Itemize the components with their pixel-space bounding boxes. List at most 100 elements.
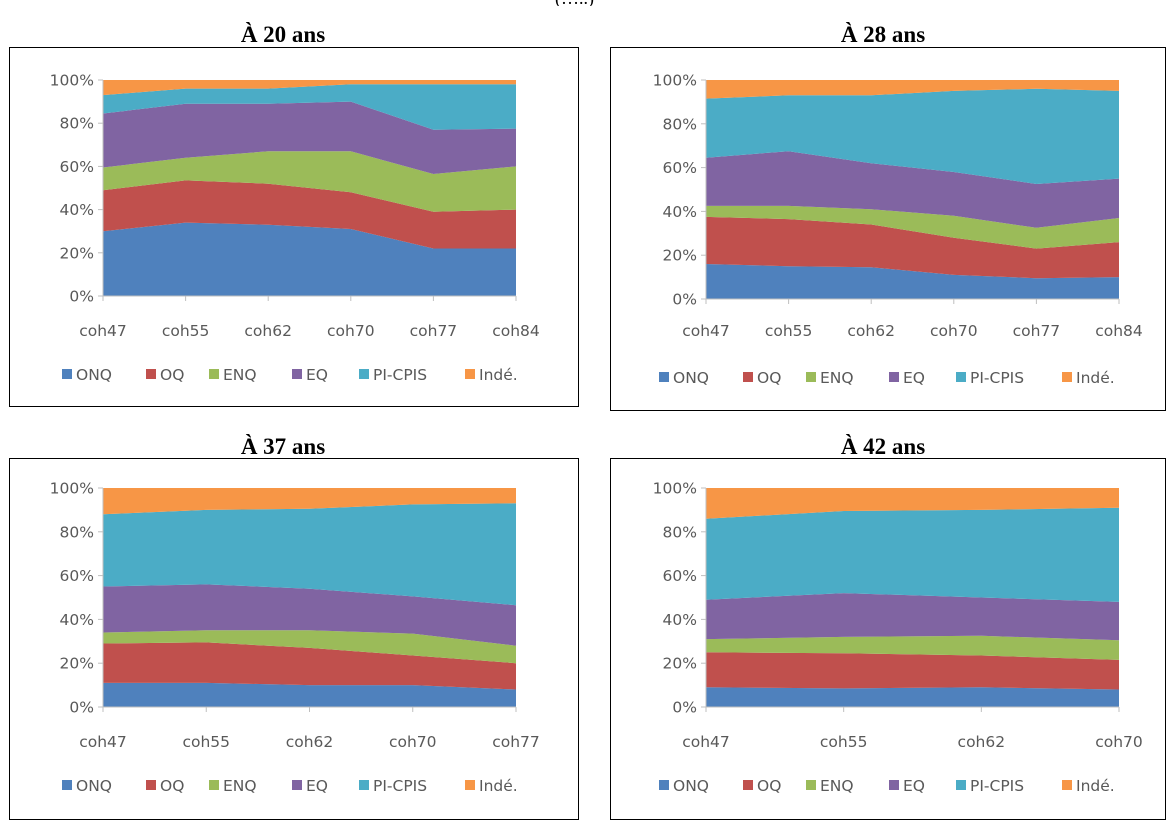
legend-label: Indé. <box>479 366 518 384</box>
legend-swatch <box>465 780 475 790</box>
legend-label: Indé. <box>1076 777 1115 795</box>
area-series-oq <box>706 652 1119 690</box>
legend-label: EQ <box>306 777 328 795</box>
area-series-pi-cpis <box>706 507 1119 602</box>
x-tick-label: coh62 <box>958 733 1006 751</box>
area-series-eq <box>103 101 516 174</box>
legend-label: PI-CPIS <box>373 777 427 795</box>
legend-swatch <box>743 372 753 382</box>
area-series-enq <box>706 205 1119 249</box>
legend-label: PI-CPIS <box>970 369 1024 387</box>
legend-label: ONQ <box>673 777 709 795</box>
legend-label: EQ <box>903 369 925 387</box>
y-tick-label: 80% <box>663 523 697 541</box>
y-tick-label: 20% <box>663 655 697 673</box>
area-series-enq <box>103 151 516 212</box>
chart-panel-28-ans: 0% 20% 40% 60% 80% 100% coh47 coh55 coh62 coh70 co… <box>610 47 1166 411</box>
area-series-oq <box>103 180 516 249</box>
area-series-enq <box>103 630 516 664</box>
area-chart-42-ans: 0% 20% 40% 60% 80% 100% coh47 coh55 coh62 coh70 ON… <box>653 480 1143 796</box>
y-tick-label: 40% <box>663 611 697 629</box>
x-tick-label: coh77 <box>410 322 458 340</box>
legend-label: ENQ <box>820 777 854 795</box>
legend-label: ENQ <box>223 366 257 384</box>
legend-label: PI-CPIS <box>970 777 1024 795</box>
area-series-onq <box>103 682 516 707</box>
x-tick-label: coh62 <box>847 322 895 340</box>
y-tick-label: 60% <box>663 159 697 177</box>
chart-panel-20-ans: 0% 20% 40% 60% 80% 100% coh47 coh55 coh62 coh70 co… <box>9 47 579 407</box>
y-tick-label: 100% <box>50 480 94 498</box>
x-tick-label: coh62 <box>244 322 292 340</box>
legend-label: Indé. <box>479 777 518 795</box>
legend-label: Indé. <box>1076 369 1115 387</box>
x-tick-label: coh47 <box>79 733 127 751</box>
area-series-pi-cpis <box>103 84 516 130</box>
y-tick-label: 100% <box>50 72 94 90</box>
legend-swatch <box>1062 372 1072 382</box>
legend-swatch <box>62 780 72 790</box>
y-tick-label: 80% <box>60 115 94 133</box>
y-tick-label: 40% <box>663 203 697 221</box>
y-tick-label: 40% <box>60 611 94 629</box>
area-series-ind- <box>103 80 516 96</box>
legend-swatch <box>359 369 369 379</box>
y-tick-label: 100% <box>653 480 697 498</box>
legend-swatch <box>956 372 966 382</box>
y-tick-label: 0% <box>672 291 697 309</box>
legend-label: ENQ <box>223 777 257 795</box>
x-tick-label: coh70 <box>327 322 375 340</box>
x-tick-label: coh55 <box>162 322 210 340</box>
area-series-ind- <box>706 80 1119 99</box>
y-tick-label: 60% <box>663 567 697 585</box>
area-series-ind- <box>103 488 516 515</box>
legend-swatch <box>659 372 669 382</box>
y-tick-label: 20% <box>60 655 94 673</box>
legend-swatch <box>62 369 72 379</box>
y-tick-label: 60% <box>60 567 94 585</box>
area-series-enq <box>706 635 1119 660</box>
area-series-onq <box>706 264 1119 299</box>
x-tick-label: coh47 <box>682 733 730 751</box>
x-tick-label: coh62 <box>286 733 334 751</box>
y-tick-label: 100% <box>653 72 697 90</box>
legend-label: ONQ <box>673 369 709 387</box>
y-tick-label: 20% <box>60 244 94 262</box>
chart-title: À 20 ans <box>240 22 326 47</box>
x-tick-label: coh70 <box>930 322 978 340</box>
y-tick-label: 0% <box>69 288 94 306</box>
legend-label: EQ <box>903 777 925 795</box>
x-tick-label: coh84 <box>1095 322 1143 340</box>
legend-label: EQ <box>306 366 328 384</box>
legend-label: ONQ <box>76 366 112 384</box>
area-chart-20-ans: 0% 20% 40% 60% 80% 100% coh47 coh55 coh62 coh70 co… <box>50 72 540 385</box>
chart-panel-42-ans: 0% 20% 40% 60% 80% 100% coh47 coh55 coh62 coh70 ON… <box>610 458 1166 820</box>
legend-swatch <box>889 372 899 382</box>
area-series-eq <box>706 593 1119 641</box>
legend-swatch <box>956 780 966 790</box>
legend-swatch <box>146 369 156 379</box>
legend-label: ONQ <box>76 777 112 795</box>
chart-title: À 37 ans <box>240 434 326 459</box>
y-tick-label: 0% <box>672 699 697 717</box>
legend-swatch <box>209 369 219 379</box>
cropped-header-text: (…..) <box>0 0 1167 6</box>
x-tick-label: coh47 <box>79 322 127 340</box>
x-tick-label: coh55 <box>182 733 230 751</box>
x-tick-label: coh70 <box>389 733 437 751</box>
y-tick-label: 80% <box>663 115 697 133</box>
y-tick-label: 80% <box>60 523 94 541</box>
y-tick-label: 60% <box>60 158 94 176</box>
legend-swatch <box>806 372 816 382</box>
legend-swatch <box>743 780 753 790</box>
chart-title: À 28 ans <box>840 22 926 47</box>
area-chart-37-ans: 0% 20% 40% 60% 80% 100% coh47 coh55 coh62 coh70 co… <box>50 480 540 796</box>
x-tick-label: coh55 <box>765 322 813 340</box>
chart-title: À 42 ans <box>840 434 926 459</box>
chart-panel-37-ans: 0% 20% 40% 60% 80% 100% coh47 coh55 coh62 coh70 co… <box>9 458 579 820</box>
legend-label: PI-CPIS <box>373 366 427 384</box>
legend-label: OQ <box>160 366 184 384</box>
y-tick-label: 20% <box>663 247 697 265</box>
area-series-eq <box>103 584 516 646</box>
legend-swatch <box>292 369 302 379</box>
